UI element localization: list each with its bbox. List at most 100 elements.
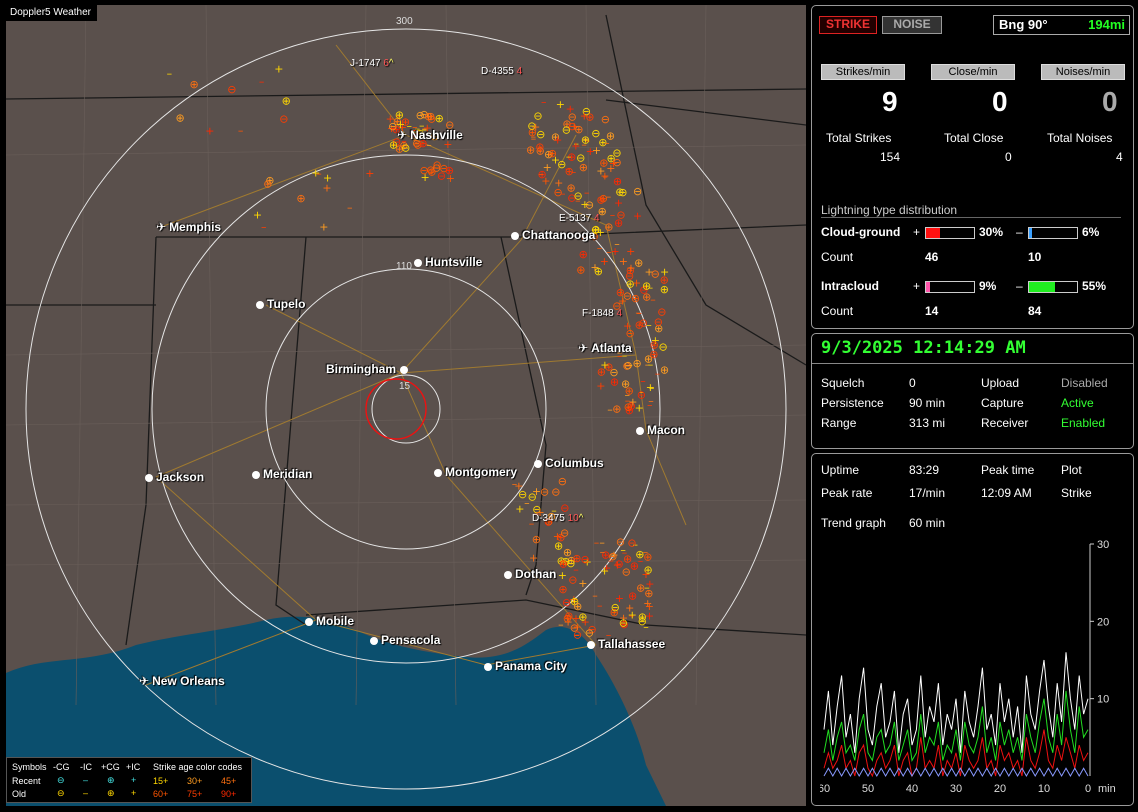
strike-marker: ⊕ bbox=[630, 559, 639, 572]
cg-positive-count: 46 bbox=[925, 250, 939, 264]
receiver-value[interactable]: Enabled bbox=[1061, 416, 1106, 430]
strike-marker: ⊖ bbox=[616, 535, 625, 548]
squelch-value[interactable]: 0 bbox=[909, 376, 916, 390]
trend-series-line-3 bbox=[823, 767, 1089, 778]
range-value[interactable]: 313 mi bbox=[909, 416, 946, 430]
lightning-map[interactable]: ⊕ – – ⊕ ⊖ – ⊕ ⊖ ⊕ – – ⊕ + ⊕ + ⊖ ⊖ ⊕ – + ⊖ + ⊖ – ⊖ ⊖ + – ⊕ ⊕ ⊖ ⊖ ⊕ ⊕ – – ⊖ ⊕ + –… bbox=[6, 5, 806, 806]
strike-marker: ⊖ bbox=[585, 627, 594, 640]
city-new-orleans[interactable]: ✈ New Orleans bbox=[139, 674, 225, 688]
strike-marker: + bbox=[578, 230, 587, 243]
ic-positive-count: 14 bbox=[925, 304, 939, 318]
strike-marker: – bbox=[608, 554, 614, 567]
strike-marker: ⊕ bbox=[604, 220, 613, 233]
strike-marker: ⊖ bbox=[392, 136, 401, 149]
city-meridian[interactable]: Meridian bbox=[252, 467, 312, 481]
strike-marker: ⊕ bbox=[642, 279, 651, 292]
persistence-value[interactable]: 90 min bbox=[909, 396, 946, 410]
strike-marker: – bbox=[395, 109, 401, 122]
strike-marker: – bbox=[412, 121, 418, 134]
strike-marker: ⊖ bbox=[585, 198, 594, 211]
city-macon[interactable]: Macon bbox=[636, 423, 685, 437]
strike-marker: ⊕ bbox=[594, 265, 603, 278]
noises-per-min-button[interactable]: Noises/min bbox=[1041, 64, 1125, 80]
strike-marker: ⊖ bbox=[624, 359, 633, 372]
strike-marker: + bbox=[660, 266, 669, 279]
plus-icon: + bbox=[131, 788, 137, 798]
city-atlanta[interactable]: ✈ Atlanta bbox=[578, 341, 632, 355]
strike-marker: + bbox=[571, 139, 580, 152]
plot-label: Plot bbox=[1061, 463, 1082, 477]
strike-marker: ⊖ bbox=[654, 316, 663, 329]
strike-marker: ⊖ bbox=[576, 152, 585, 165]
legend-age-75: 75+ bbox=[187, 789, 203, 799]
city-mobile[interactable]: Mobile bbox=[305, 614, 354, 628]
strike-marker: ⊖ bbox=[527, 120, 536, 133]
close-per-min-button[interactable]: Close/min bbox=[931, 64, 1015, 80]
ic-negative-pct: 55% bbox=[1082, 279, 1107, 293]
strike-marker: ⊖ bbox=[591, 127, 600, 140]
distance-value: 194mi bbox=[1088, 17, 1125, 32]
strike-marker: – bbox=[565, 162, 571, 175]
strike-marker: ⊖ bbox=[570, 622, 579, 635]
city-panama-city[interactable]: Panama City bbox=[484, 659, 567, 673]
trend-graph-value[interactable]: 60 min bbox=[909, 516, 946, 530]
ic-negative-bar-fill bbox=[1029, 282, 1056, 292]
strike-marker: ⊖ bbox=[608, 550, 617, 563]
city-montgomery[interactable]: Montgomery bbox=[434, 465, 517, 479]
strike-marker: – bbox=[238, 124, 244, 137]
strike-marker: – bbox=[629, 609, 635, 622]
strike-marker: + bbox=[553, 134, 562, 147]
city-nashville[interactable]: ✈ Nashville bbox=[397, 128, 463, 142]
city-pensacola[interactable]: Pensacola bbox=[370, 633, 440, 647]
city-chattanooga[interactable]: Chattanooga bbox=[511, 228, 595, 242]
city-jackson[interactable]: Jackson bbox=[145, 470, 204, 484]
city-columbus[interactable]: Columbus bbox=[534, 456, 604, 470]
strike-button[interactable]: STRIKE bbox=[819, 16, 877, 34]
strike-marker: – bbox=[261, 220, 267, 233]
strike-marker: – bbox=[620, 543, 626, 556]
city-tallahassee[interactable]: Tallahassee bbox=[587, 637, 665, 651]
strike-marker: ⊖ bbox=[625, 270, 634, 283]
map-graphics: ⊕– –⊕⊖–⊕ ⊖⊕––⊕+⊕+ ⊖⊖⊕– +⊖+⊖–⊖⊖+–⊕⊕⊖⊖⊕⊕–– ⊖⊕+ –… bbox=[6, 5, 806, 806]
strike-marker: – bbox=[617, 296, 623, 309]
city-dothan[interactable]: Dothan bbox=[504, 567, 556, 581]
state-borders bbox=[6, 14, 806, 646]
strikes-per-min-button[interactable]: Strikes/min bbox=[821, 64, 905, 80]
ic-negative-count: 84 bbox=[1028, 304, 1042, 318]
city-huntsville[interactable]: Huntsville bbox=[414, 255, 482, 269]
strike-marker: ⊕ bbox=[598, 205, 607, 218]
legend-age-title: Strike age color codes bbox=[153, 762, 243, 772]
upload-value[interactable]: Disabled bbox=[1061, 376, 1108, 390]
strike-marker: + bbox=[626, 261, 635, 274]
city-tupelo[interactable]: Tupelo bbox=[256, 297, 305, 311]
strike-marker: + bbox=[614, 197, 623, 210]
city-dot-icon bbox=[252, 470, 260, 479]
strike-marker: + bbox=[553, 530, 562, 543]
strike-marker: – bbox=[622, 349, 628, 362]
strike-marker: ⊖ bbox=[413, 138, 422, 151]
noise-button[interactable]: NOISE bbox=[882, 16, 942, 34]
strike-marker: – bbox=[647, 398, 653, 411]
strike-marker: ⊕ bbox=[636, 582, 645, 595]
strike-marker: + bbox=[551, 154, 560, 167]
strike-marker: + bbox=[596, 380, 605, 393]
strike-marker: ⊖ bbox=[557, 158, 566, 171]
plot-value[interactable]: Strike bbox=[1061, 486, 1092, 500]
strike-marker: – bbox=[625, 358, 631, 371]
y-tick-label-2: 10 bbox=[1097, 694, 1109, 706]
capture-value[interactable]: Active bbox=[1061, 396, 1094, 410]
strike-marker: + bbox=[386, 113, 395, 126]
strike-marker: ⊖ bbox=[430, 130, 439, 143]
strike-marker: – bbox=[602, 170, 608, 183]
strike-marker: ⊕ bbox=[597, 365, 606, 378]
strike-marker: + bbox=[646, 381, 655, 394]
city-birmingham[interactable]: Birmingham bbox=[326, 362, 411, 376]
city-memphis[interactable]: ✈ Memphis bbox=[156, 220, 222, 234]
airport-icon: ✈ bbox=[139, 674, 150, 688]
strike-marker: + bbox=[613, 559, 622, 572]
total-noises-value: 4 bbox=[1116, 150, 1123, 164]
strike-marker: ⊖ bbox=[560, 502, 569, 515]
trend-series-line-2 bbox=[823, 729, 1089, 778]
strike-marker: ⊖ bbox=[562, 596, 571, 609]
strike-marker: + bbox=[645, 578, 654, 591]
